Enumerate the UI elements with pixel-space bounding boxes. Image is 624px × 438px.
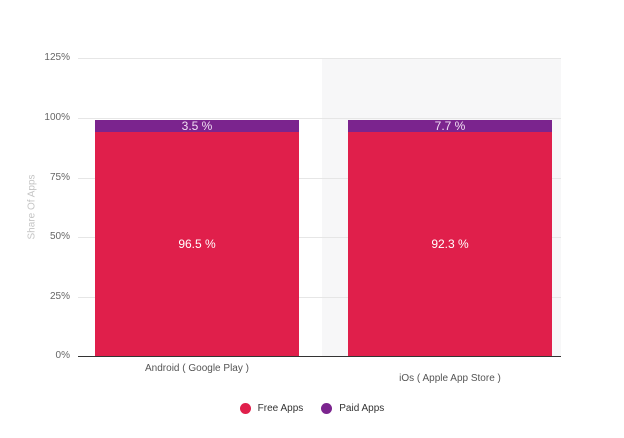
legend-dot-icon [239,403,251,414]
x-label-ios: iOs ( Apple App Store ) [399,373,501,384]
gridline-100 [78,118,561,119]
bar-android[interactable]: 3.5 % 96.5 % [95,120,299,356]
bar-segment-paid-android[interactable]: 3.5 % [95,120,299,132]
data-label-free-ios: 92.3 % [431,237,469,251]
legend-item-paid-apps[interactable]: Paid Apps [321,403,384,414]
x-label-android: Android ( Google Play ) [145,363,249,374]
bar-segment-free-android[interactable]: 96.5 % [95,132,299,356]
legend: Free Apps Paid Apps [0,403,624,414]
x-axis-line [78,356,561,357]
data-label-free-android: 96.5 % [178,237,216,251]
y-tick-50: 50% [49,231,70,242]
y-tick-125: 125% [44,52,70,63]
bar-segment-paid-ios[interactable]: 7.7 % [348,120,552,132]
bar-ios[interactable]: 7.7 % 92.3 % [348,120,552,356]
legend-label: Free Apps [257,403,304,414]
bar-segment-free-ios[interactable]: 92.3 % [348,132,552,356]
data-label-paid-android: 3.5 % [181,119,213,133]
y-tick-0: 0% [55,350,70,361]
gridline-25 [78,297,561,298]
data-label-paid-ios: 7.7 % [434,119,466,133]
gridline-125 [78,58,561,59]
gridline-50 [78,237,561,238]
legend-dot-icon [321,403,333,414]
y-tick-25: 25% [49,291,70,302]
y-tick-75: 75% [49,172,70,183]
y-tick-100: 100% [44,112,70,123]
y-axis-label: Share Of Apps [26,174,38,240]
legend-item-free-apps[interactable]: Free Apps [239,403,304,414]
legend-label: Paid Apps [339,403,385,414]
gridline-75 [78,178,561,179]
